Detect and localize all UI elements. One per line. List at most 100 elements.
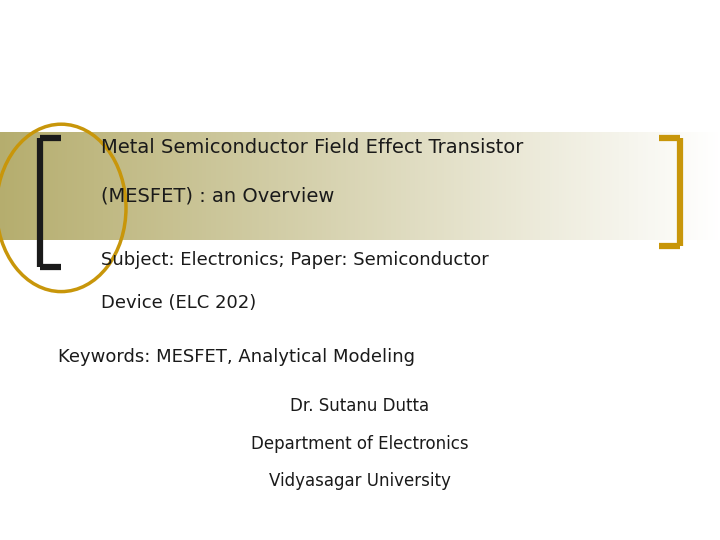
Bar — [576, 132, 578, 240]
Bar — [34, 132, 36, 240]
Bar — [67, 132, 70, 240]
Bar — [384, 132, 387, 240]
Bar — [297, 132, 300, 240]
Bar — [531, 132, 533, 240]
Bar — [679, 132, 682, 240]
Bar — [581, 132, 583, 240]
Bar — [497, 132, 499, 240]
Bar — [708, 132, 711, 240]
Bar — [211, 132, 214, 240]
Bar — [91, 132, 94, 240]
Bar — [711, 132, 713, 240]
Bar — [369, 132, 372, 240]
Bar — [410, 132, 413, 240]
Bar — [360, 132, 362, 240]
Bar — [322, 132, 324, 240]
Bar — [319, 132, 322, 240]
Bar — [14, 132, 17, 240]
Bar — [230, 132, 233, 240]
Bar — [252, 132, 254, 240]
Bar — [574, 132, 576, 240]
Bar — [293, 132, 295, 240]
Bar — [142, 132, 144, 240]
Bar — [377, 132, 379, 240]
Bar — [55, 132, 58, 240]
Text: (MESFET) : an Overview: (MESFET) : an Overview — [101, 186, 334, 205]
Bar — [175, 132, 178, 240]
Bar — [247, 132, 250, 240]
Bar — [559, 132, 562, 240]
Bar — [482, 132, 485, 240]
Bar — [7, 132, 9, 240]
Bar — [166, 132, 168, 240]
Bar — [655, 132, 657, 240]
Bar — [139, 132, 142, 240]
Bar — [351, 132, 353, 240]
Bar — [279, 132, 281, 240]
Bar — [583, 132, 585, 240]
Bar — [302, 132, 305, 240]
Bar — [535, 132, 538, 240]
Bar — [317, 132, 319, 240]
Bar — [79, 132, 81, 240]
Bar — [619, 132, 621, 240]
Bar — [283, 132, 286, 240]
Bar — [29, 132, 31, 240]
Bar — [468, 132, 470, 240]
Bar — [367, 132, 369, 240]
Bar — [646, 132, 648, 240]
Bar — [264, 132, 266, 240]
Bar — [636, 132, 639, 240]
Bar — [108, 132, 110, 240]
Bar — [315, 132, 317, 240]
Bar — [653, 132, 655, 240]
Bar — [648, 132, 650, 240]
Bar — [185, 132, 187, 240]
Bar — [513, 132, 516, 240]
Bar — [173, 132, 175, 240]
Text: Department of Electronics: Department of Electronics — [251, 435, 469, 453]
Bar — [281, 132, 283, 240]
Bar — [425, 132, 427, 240]
Bar — [626, 132, 629, 240]
Bar — [207, 132, 209, 240]
Bar — [538, 132, 540, 240]
Bar — [192, 132, 194, 240]
Bar — [144, 132, 146, 240]
Bar — [353, 132, 355, 240]
Text: Device (ELC 202): Device (ELC 202) — [101, 294, 256, 312]
Bar — [506, 132, 509, 240]
Text: Vidyasagar University: Vidyasagar University — [269, 472, 451, 490]
Bar — [585, 132, 588, 240]
Bar — [65, 132, 67, 240]
Bar — [24, 132, 27, 240]
Bar — [106, 132, 108, 240]
Bar — [427, 132, 430, 240]
Bar — [254, 132, 257, 240]
Bar — [0, 132, 2, 240]
Bar — [477, 132, 480, 240]
Bar — [689, 132, 691, 240]
Bar — [161, 132, 163, 240]
Bar — [487, 132, 490, 240]
Bar — [197, 132, 199, 240]
Bar — [276, 132, 279, 240]
Bar — [374, 132, 377, 240]
Bar — [394, 132, 396, 240]
Bar — [189, 132, 192, 240]
Bar — [12, 132, 14, 240]
Bar — [470, 132, 473, 240]
Bar — [590, 132, 593, 240]
Bar — [672, 132, 675, 240]
Bar — [125, 132, 127, 240]
Bar — [459, 132, 461, 240]
Bar — [434, 132, 437, 240]
Bar — [698, 132, 701, 240]
Bar — [333, 132, 336, 240]
Bar — [199, 132, 202, 240]
Bar — [53, 132, 55, 240]
Bar — [269, 132, 271, 240]
Bar — [257, 132, 259, 240]
Bar — [266, 132, 269, 240]
Bar — [571, 132, 574, 240]
